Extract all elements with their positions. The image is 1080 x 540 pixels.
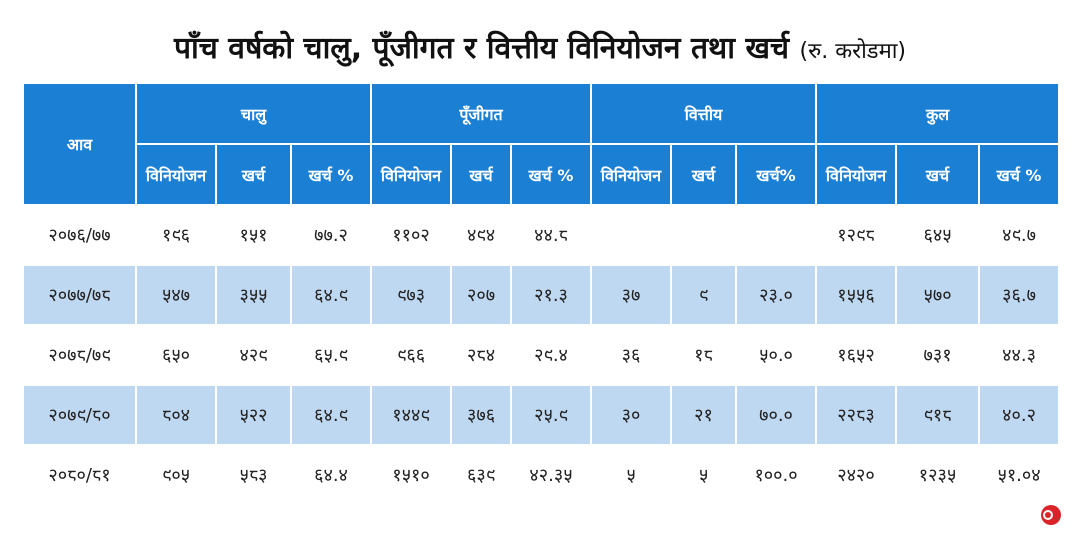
value-cell: ५२२ — [215, 384, 292, 446]
value-cell: ७०.० — [735, 384, 818, 446]
sub-header: विनियोजन — [815, 143, 898, 206]
logo-mark — [1043, 510, 1053, 520]
value-cell: २१ — [670, 384, 738, 446]
group-header: वित्तीय — [590, 82, 818, 145]
value-cell: ६५.९ — [289, 324, 373, 386]
sub-header: खर्च % — [289, 143, 373, 206]
value-cell: ६४५ — [895, 204, 981, 266]
value-cell: ११०२ — [370, 204, 453, 266]
value-cell: ५ — [590, 444, 673, 506]
logo — [1041, 505, 1061, 525]
value-cell: १५१ — [215, 204, 292, 266]
value-cell — [735, 204, 818, 266]
year-cell: २०७८/७९ — [22, 324, 137, 386]
value-cell: १२९८ — [815, 204, 898, 266]
data-row: २०७६/७७ १९६ १५१ ७७.२ ११०२ ४९४ ४४.८ १२९८ ६४५ ४९.७ — [22, 204, 1061, 266]
value-cell: १६५२ — [815, 324, 898, 386]
group-header: पूँजीगत — [370, 82, 593, 145]
sub-header: खर्च — [215, 143, 292, 206]
value-cell: १५५६ — [815, 264, 898, 326]
value-cell: ७७.२ — [289, 204, 373, 266]
data-row: २०८०/८१ ९०५ ५८३ ६४.४ १५१० ६३९ ४२.३५ ५ ५ १००.० २४२०… — [22, 444, 1061, 506]
data-row: २०७८/७९ ६५० ४२९ ६५.९ ९६६ २८४ २९.४ ३६ १८ ५०.० १६५२ ७… — [22, 324, 1061, 386]
value-cell: ५ — [670, 444, 738, 506]
value-cell: ४९.७ — [978, 204, 1061, 266]
title-unit: (रु. करोडमा) — [799, 39, 907, 64]
sub-header: खर्च — [670, 143, 738, 206]
value-cell: ५८३ — [215, 444, 292, 506]
value-cell: ३७ — [590, 264, 673, 326]
header-row: आव चालु पूँजीगत वित्तीय कुल — [22, 82, 1061, 206]
value-cell: ९ — [670, 264, 738, 326]
sub-header: खर्च% — [735, 143, 818, 206]
value-cell: २८४ — [450, 324, 513, 386]
value-cell: ६४.९ — [289, 384, 373, 446]
data-table: आव चालु पूँजीगत वित्तीय कुल विनियोजन खर्च खर्च … — [22, 82, 1061, 506]
data-row: २०७७/७८ ५४७ ३५५ ६४.९ ९७३ २०७ २१.३ ३७ ९ २३.० १५५६ ५७… — [22, 264, 1061, 326]
value-cell: २०७ — [450, 264, 513, 326]
value-cell: ९७३ — [370, 264, 453, 326]
sub-header: विनियोजन — [370, 143, 453, 206]
value-cell: ५०.० — [735, 324, 818, 386]
value-cell: २२८३ — [815, 384, 898, 446]
value-cell: ३० — [590, 384, 673, 446]
data-row: २०७९/८० ८०४ ५२२ ६४.९ १४४९ ३७६ २५.९ ३० २१ ७०.० २२८३… — [22, 384, 1061, 446]
value-cell: ५१.०४ — [978, 444, 1061, 506]
year-header: आव — [22, 82, 137, 206]
sub-header: विनियोजन — [590, 143, 673, 206]
value-cell — [670, 204, 738, 266]
title: पाँच वर्षको चालु, पूँजीगत र वित्तीय विनि… — [0, 26, 1080, 67]
value-cell: ३६.७ — [978, 264, 1061, 326]
value-cell: ६३९ — [450, 444, 513, 506]
value-cell: २४२० — [815, 444, 898, 506]
value-cell: ९६६ — [370, 324, 453, 386]
value-cell: ४२९ — [215, 324, 292, 386]
value-cell: ४०.२ — [978, 384, 1061, 446]
value-cell: ३५५ — [215, 264, 292, 326]
value-cell: २५.९ — [510, 384, 593, 446]
value-cell: ६४.९ — [289, 264, 373, 326]
value-cell: ३७६ — [450, 384, 513, 446]
sub-header: विनियोजन — [135, 143, 217, 206]
value-cell: १९६ — [135, 204, 217, 266]
value-cell: २९.४ — [510, 324, 593, 386]
sub-header: खर्च % — [510, 143, 593, 206]
value-cell: ४२.३५ — [510, 444, 593, 506]
value-cell: ३६ — [590, 324, 673, 386]
value-cell: ९०५ — [135, 444, 217, 506]
group-header: कुल — [815, 82, 1061, 145]
value-cell: २१.३ — [510, 264, 593, 326]
value-cell: ६५० — [135, 324, 217, 386]
year-cell: २०८०/८१ — [22, 444, 137, 506]
value-cell: १२३५ — [895, 444, 981, 506]
sub-header: खर्च — [895, 143, 981, 206]
sub-header: खर्च — [450, 143, 513, 206]
year-cell: २०७६/७७ — [22, 204, 137, 266]
value-cell: ४४.३ — [978, 324, 1061, 386]
value-cell: ६४.४ — [289, 444, 373, 506]
group-header: चालु — [134, 82, 373, 145]
value-cell: ७३१ — [895, 324, 981, 386]
value-cell: ८०४ — [135, 384, 217, 446]
value-cell: ९१८ — [895, 384, 981, 446]
value-cell — [590, 204, 673, 266]
value-cell: २३.० — [735, 264, 818, 326]
value-cell: ४४.८ — [510, 204, 593, 266]
value-cell: ४९४ — [450, 204, 513, 266]
value-cell: ५७० — [895, 264, 981, 326]
value-cell: १५१० — [370, 444, 453, 506]
year-cell: २०७९/८० — [22, 384, 137, 446]
title-text: पाँच वर्षको चालु, पूँजीगत र वित्तीय विनि… — [173, 31, 790, 66]
value-cell: ५४७ — [135, 264, 217, 326]
value-cell: १००.० — [735, 444, 818, 506]
subheader-row: विनियोजन खर्च खर्च % विनियोजन खर्च खर्च % विनि… — [23, 143, 1061, 206]
sub-header: खर्च % — [978, 143, 1061, 206]
value-cell: १८ — [670, 324, 738, 386]
year-cell: २०७७/७८ — [22, 264, 137, 326]
value-cell: १४४९ — [370, 384, 453, 446]
